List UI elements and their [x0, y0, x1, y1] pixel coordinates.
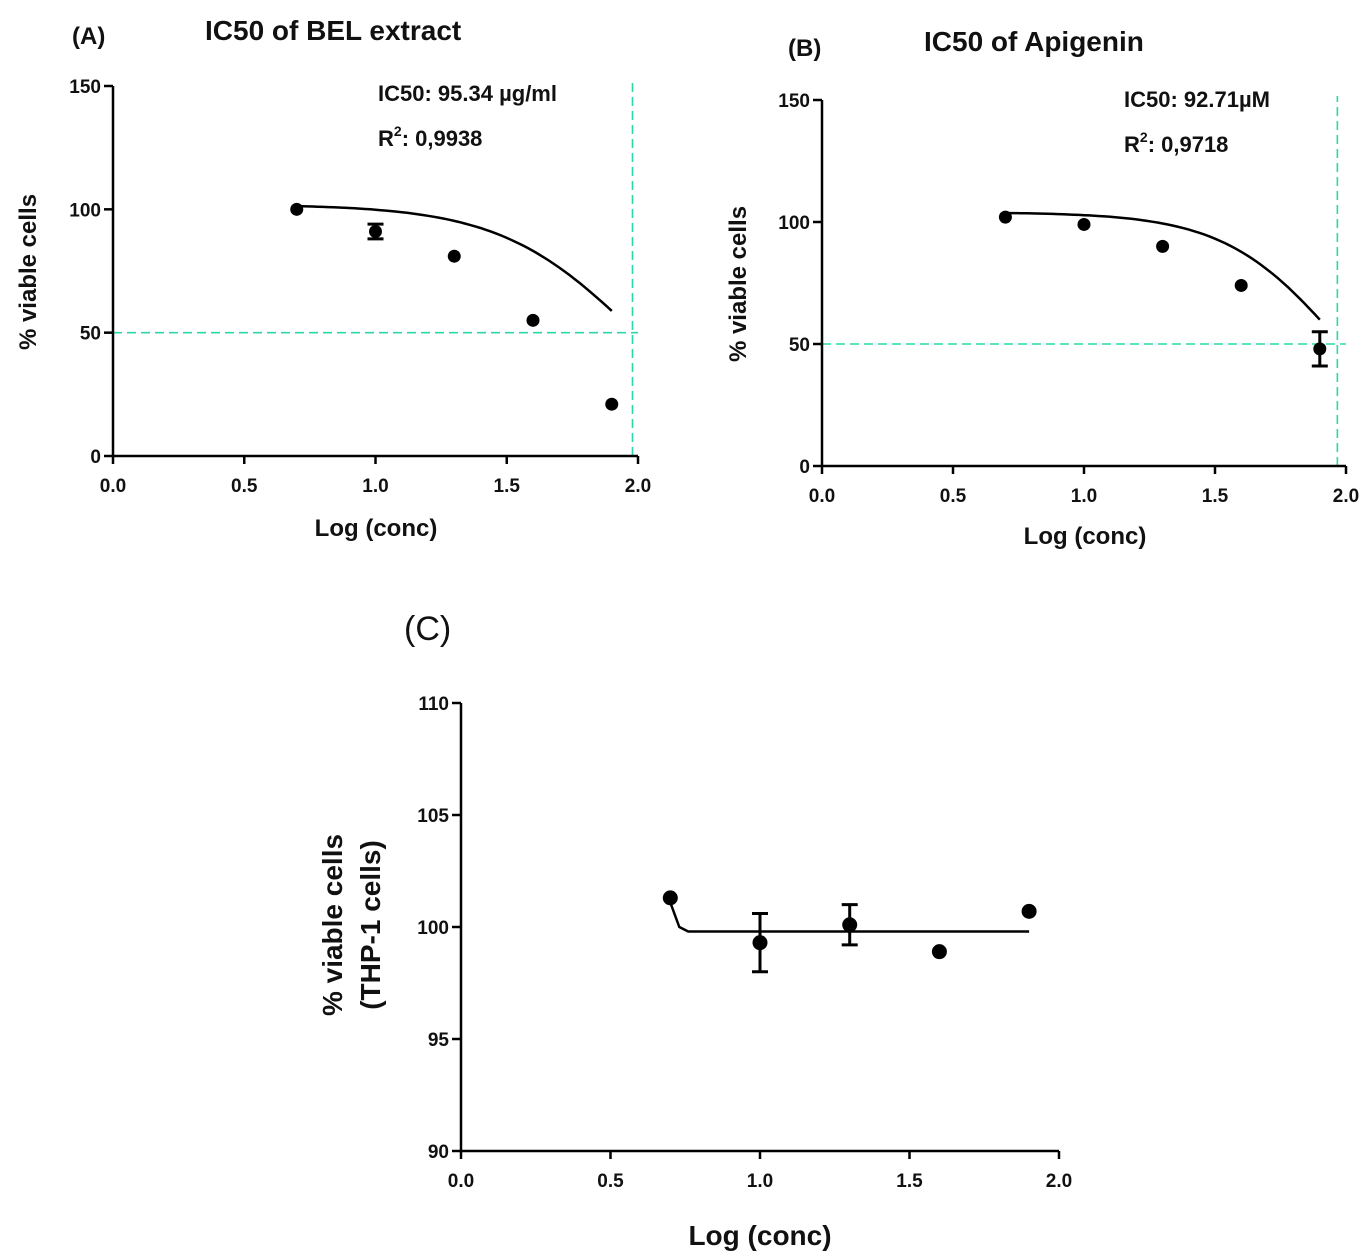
panel-b-data-point	[1077, 217, 1091, 231]
panel-a-x-tick-label: 0.5	[231, 476, 258, 497]
panel-c-points	[662, 890, 1037, 974]
panel-a-x-tick-label: 2.0	[625, 476, 651, 497]
panel-b-data-point	[1234, 278, 1248, 292]
panel-b-x-tick-label: 1.0	[1071, 486, 1097, 507]
panel-c-x-tick-label: 2.0	[1046, 1171, 1072, 1192]
panel-c-y-tick-label: 95	[428, 1030, 450, 1051]
panel-b-axes	[820, 100, 1346, 468]
panel-c-ylabel-line2: (THP-1 cells)	[355, 840, 386, 1010]
panel-b-y-tick-label: 100	[778, 213, 810, 234]
panel-c-data-point	[662, 890, 678, 906]
panel-b-x-tick-label: 0.5	[940, 486, 967, 507]
panel-a-r2-sup: 2	[394, 123, 402, 139]
panel-b-data-point	[1156, 239, 1170, 253]
panel-b-x-tick-label: 1.5	[1202, 486, 1229, 507]
panel-a-label: (A)	[72, 23, 105, 50]
panel-b-reference-lines	[822, 96, 1346, 466]
panel-a-reference-lines	[113, 80, 638, 456]
panel-b-data-point	[998, 210, 1012, 224]
panel-c-data-point	[842, 917, 858, 933]
panel-a-x-tick-label: 0.0	[100, 476, 126, 497]
panel-c-x-tick-label: 0.5	[597, 1171, 624, 1192]
panel-c-y-tick-label: 105	[417, 806, 449, 827]
panel-b-y-tick-label: 50	[789, 335, 810, 356]
panel-c-x-tick-label: 0.0	[448, 1171, 474, 1192]
panel-b-data-point	[1313, 342, 1327, 356]
panel-c-xlabel: Log (conc)	[688, 1220, 831, 1251]
panel-c-y-tick-label: 110	[418, 694, 449, 715]
panel-b: (B) IC50 of Apigenin IC50: 92.71µM R2: 0…	[725, 26, 1359, 550]
panel-a-ylabel: % viable cells	[15, 194, 42, 350]
panel-b-y-tick-label: 0	[799, 457, 810, 478]
panel-c-y-tick-label: 90	[428, 1142, 449, 1163]
panel-a-y-tick-label: 100	[69, 200, 101, 221]
panel-a-x-tick-label: 1.0	[362, 476, 388, 497]
panel-a-x-tick-label: 1.5	[494, 476, 521, 497]
panel-a-xlabel: Log (conc)	[315, 515, 438, 542]
panel-a-r2: R2: 0,9938	[378, 123, 482, 151]
panel-a-curve	[296, 204, 613, 312]
panel-c-curve	[669, 901, 1030, 933]
panel-a-ticks: 0.0 0.5 1.0 1.5 2.0 0 50 100 150	[69, 77, 651, 497]
panel-a-data-point	[369, 225, 382, 239]
panel-b-r2: R2: 0,9718	[1124, 129, 1228, 157]
panel-a-y-tick-label: 0	[90, 447, 101, 468]
panel-b-r2-value: : 0,9718	[1148, 132, 1229, 157]
panel-b-r2-label: R	[1124, 132, 1140, 157]
panel-b-points	[998, 210, 1328, 368]
panel-c-fit-line	[669, 901, 1030, 933]
panel-a-axes	[111, 86, 638, 458]
panel-c-ticks: 0.0 0.5 1.0 1.5 2.0 90 95 100 105 110	[417, 694, 1072, 1192]
panel-b-label: (B)	[788, 35, 821, 62]
panel-b-ylabel: % viable cells	[725, 206, 752, 362]
panel-b-x-tick-label: 0.0	[809, 486, 835, 507]
panel-b-x-tick-label: 2.0	[1333, 486, 1359, 507]
panel-a-r2-value: : 0,9938	[402, 126, 483, 151]
panel-a-title: IC50 of BEL extract	[205, 15, 461, 46]
panel-b-ticks: 0.0 0.5 1.0 1.5 2.0 0 50 100 150	[778, 91, 1359, 507]
panel-a-r2-label: R	[378, 126, 394, 151]
panel-c-x-tick-label: 1.5	[896, 1171, 923, 1192]
panel-c-data-point	[1021, 903, 1037, 919]
panel-b-fit-curve	[1005, 211, 1321, 321]
panel-c-y-tick-label: 100	[417, 918, 449, 939]
panel-a-y-tick-label: 150	[69, 77, 101, 98]
panel-c-data-point	[752, 935, 768, 951]
panel-c-label: (C)	[404, 610, 451, 648]
panel-b-y-tick-label: 150	[778, 91, 810, 112]
panel-b-title: IC50 of Apigenin	[924, 26, 1144, 57]
panel-a-data-point	[290, 202, 304, 216]
panel-b-r2-sup: 2	[1140, 129, 1148, 145]
panel-c: (C) 0.0 0.5 1.0 1.5 2.0 90 95 100 105 110 Log (co…	[317, 610, 1072, 1251]
panel-a-points	[290, 202, 619, 411]
panel-b-xlabel: Log (conc)	[1024, 523, 1147, 550]
panel-b-curve	[1005, 211, 1321, 321]
panel-a-data-point	[526, 313, 540, 327]
panel-a-data-point	[605, 397, 619, 411]
panel-c-x-tick-label: 1.0	[747, 1171, 773, 1192]
panel-a-data-point	[447, 249, 461, 263]
panel-a-y-tick-label: 50	[80, 324, 101, 345]
panel-a-fit-curve	[296, 204, 613, 312]
panel-b-ic50: IC50: 92.71µM	[1124, 87, 1270, 112]
panel-a-ic50: IC50: 95.34 µg/ml	[378, 81, 557, 106]
panel-c-data-point	[931, 944, 947, 960]
panel-a: (A) IC50 of BEL extract IC50: 95.34 µg/m…	[15, 15, 651, 542]
panel-c-ylabel-line1: % viable cells	[317, 834, 348, 1016]
